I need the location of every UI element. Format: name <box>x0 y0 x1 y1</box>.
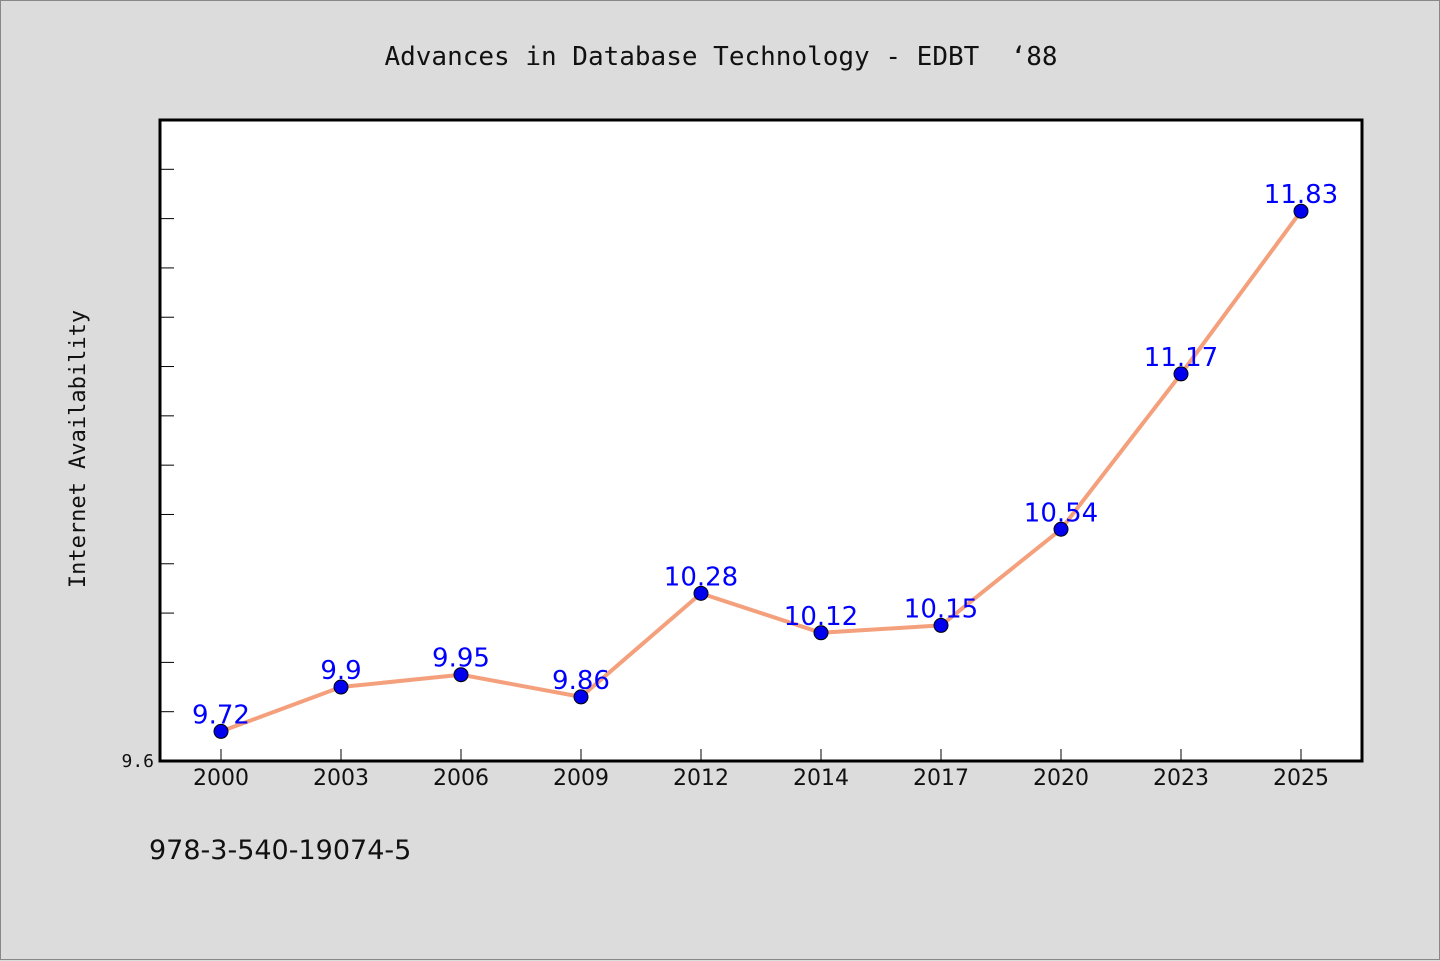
data-label: 9.9 <box>320 656 361 686</box>
data-label: 9.95 <box>432 644 490 674</box>
data-labels-group: 9.72 9.9 9.95 9.86 10.28 10.12 10.15 10.54 11.17… <box>192 180 1338 730</box>
data-point <box>933 617 949 633</box>
data-label: 10.12 <box>784 602 858 632</box>
data-point <box>693 585 709 601</box>
data-point <box>1053 521 1069 537</box>
x-tick-label: 2025 <box>1273 766 1329 791</box>
x-tick-label: 2006 <box>433 766 489 791</box>
x-tick-label: 2009 <box>553 766 609 791</box>
data-point <box>1173 366 1189 382</box>
series-line <box>220 210 1303 734</box>
y-axis-ticks: 9.6 <box>121 119 174 772</box>
x-tick-label: 2014 <box>793 766 849 791</box>
x-tick-label: 2017 <box>913 766 969 791</box>
x-tick-label: 2023 <box>1153 766 1209 791</box>
isbn-text: 978-3-540-19074-5 <box>149 835 412 866</box>
data-point <box>813 625 829 641</box>
data-label: 11.17 <box>1144 343 1218 373</box>
x-tick-label: 2000 <box>193 766 249 791</box>
data-label: 9.86 <box>552 666 610 696</box>
data-label: 10.54 <box>1024 498 1098 528</box>
data-point <box>453 667 469 683</box>
data-label: 10.15 <box>904 594 978 624</box>
data-point <box>1293 203 1309 219</box>
data-label: 10.28 <box>664 562 738 592</box>
data-label: 9.72 <box>192 700 250 730</box>
data-label: 11.83 <box>1264 180 1338 210</box>
data-point <box>573 689 589 705</box>
y-tick-label: 9.6 <box>121 751 154 772</box>
x-tick-label: 2012 <box>673 766 729 791</box>
series-group <box>213 203 1309 739</box>
data-point <box>213 723 229 739</box>
x-tick-label: 2003 <box>313 766 369 791</box>
chart-title: Advances in Database Technology - EDBT ‘… <box>384 42 1057 72</box>
plot-area <box>158 118 1364 763</box>
data-point <box>333 679 349 695</box>
x-axis-ticks: 2000 2003 2006 2009 2012 2014 2017 2020 2023 2025 <box>193 749 1329 791</box>
x-tick-label: 2020 <box>1033 766 1089 791</box>
y-axis-label: Internet Availability <box>66 310 91 588</box>
